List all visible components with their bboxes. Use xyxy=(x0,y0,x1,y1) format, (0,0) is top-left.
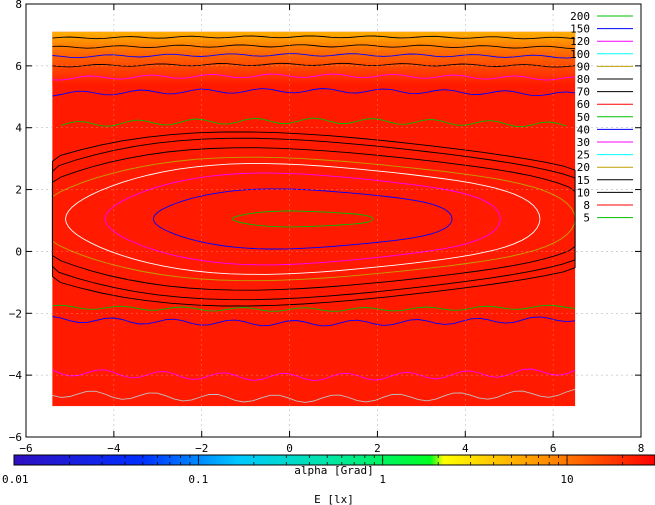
legend-label: 5 xyxy=(583,212,590,225)
contour-line xyxy=(52,316,576,327)
contour-ellipse xyxy=(65,163,541,275)
y-tick-label: 0 xyxy=(15,245,22,258)
contour-line xyxy=(60,117,567,128)
contour-line xyxy=(52,368,576,382)
x-tick-label: 0 xyxy=(286,442,293,455)
x-axis-label: alpha [Grad] xyxy=(294,464,373,477)
legend-label: 15 xyxy=(577,174,590,187)
legend-label: 10 xyxy=(577,186,590,199)
contour-ellipse xyxy=(232,210,374,228)
legend-label: 8 xyxy=(583,199,590,212)
contour-line xyxy=(52,44,576,50)
colorbar-tick-label: 1 xyxy=(379,473,386,486)
contour-ellipse xyxy=(152,188,453,250)
x-tick-label: −2 xyxy=(195,442,208,455)
x-axis-ticks: −6 −4 −2 0 2 4 6 8 xyxy=(19,4,644,455)
legend-label: 30 xyxy=(577,136,590,149)
grid-lines-over xyxy=(26,4,641,437)
legend-label: 70 xyxy=(577,86,590,99)
contour-line xyxy=(52,35,576,40)
legend-label: 90 xyxy=(577,60,590,73)
contour-line xyxy=(52,388,576,403)
legend-label: 40 xyxy=(577,123,590,136)
legend-label: 100 xyxy=(570,48,590,61)
contour-ellipse xyxy=(104,172,501,266)
contour-ellipse xyxy=(51,131,576,307)
contour-line xyxy=(52,62,576,68)
contour-lines xyxy=(51,35,576,403)
contour-line xyxy=(52,73,576,81)
plot-frame xyxy=(25,3,642,438)
contour-line xyxy=(52,304,576,312)
y-tick-label: 6 xyxy=(15,60,22,73)
y-tick-label: 4 xyxy=(15,122,22,135)
legend-label: 80 xyxy=(577,73,590,86)
legend-label: 60 xyxy=(577,98,590,111)
colorbar-tick-label: 0.01 xyxy=(2,473,29,486)
legend-label: 120 xyxy=(570,35,590,48)
heatmap-field xyxy=(52,31,576,407)
legend-label: 200 xyxy=(570,10,590,23)
x-tick-label: −6 xyxy=(19,442,32,455)
colorbar-tick-label: 10 xyxy=(560,473,573,486)
x-tick-label: −4 xyxy=(107,442,121,455)
x-tick-label: 2 xyxy=(374,442,381,455)
heatmap-top-band xyxy=(52,31,576,85)
y-tick-label: −2 xyxy=(9,307,22,320)
legend-label: 150 xyxy=(570,23,590,36)
colorbar-label: E [lx] xyxy=(314,493,354,505)
y-tick-label: −6 xyxy=(9,431,22,444)
contour-line xyxy=(52,53,576,59)
legend-label: 20 xyxy=(577,161,590,174)
contour-line xyxy=(52,88,576,97)
x-tick-label: 6 xyxy=(550,442,557,455)
colorbar-ticks: 0.01 0.1 1 10 xyxy=(2,455,655,486)
x-tick-label: 4 xyxy=(462,442,469,455)
x-tick-label: 8 xyxy=(638,442,645,455)
colorbar-tick-label: 0.1 xyxy=(188,473,208,486)
y-tick-label: 2 xyxy=(15,184,22,197)
y-tick-label: −4 xyxy=(9,369,23,382)
legend-label: 25 xyxy=(577,149,590,162)
legend-label: 50 xyxy=(577,111,590,124)
y-tick-label: 8 xyxy=(15,0,22,11)
